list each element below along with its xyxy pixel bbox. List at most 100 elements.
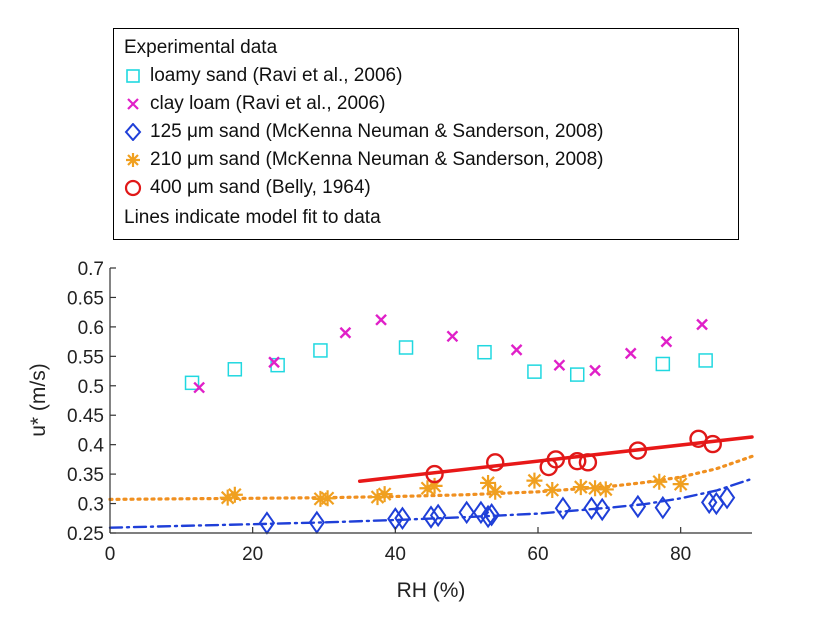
diamond-marker-icon <box>124 123 142 141</box>
data-point-circle <box>486 453 505 472</box>
fit-line-dotted <box>108 454 754 501</box>
data-point-asterisk <box>572 479 589 496</box>
data-point-asterisk <box>480 474 497 491</box>
data-point-asterisk <box>651 473 668 490</box>
data-point-asterisk <box>426 477 443 494</box>
x-marker-icon <box>124 95 142 113</box>
data-point-square <box>227 362 243 377</box>
fit-line-dashdot <box>108 477 754 529</box>
data-point-diamond <box>554 496 572 521</box>
data-point-asterisk <box>544 482 561 499</box>
data-point-x <box>624 347 637 360</box>
x-axis-title: RH (%) <box>397 579 466 602</box>
data-point-asterisk <box>376 486 393 503</box>
y-tick-label: 0.5 <box>78 377 104 398</box>
y-axis-title: u* (m/s) <box>27 363 50 437</box>
data-point-asterisk <box>319 490 336 507</box>
y-tick-label: 0.65 <box>67 288 104 309</box>
legend-item-125um-sand: 125 μm sand (McKenna Neuman & Sanderson,… <box>124 120 604 144</box>
data-point-asterisk <box>587 480 604 497</box>
data-point-x <box>446 330 459 343</box>
data-point-square <box>655 356 671 372</box>
y-tick-label: 0.35 <box>67 465 104 486</box>
y-tick-label: 0.4 <box>78 436 105 457</box>
fit-line-solid <box>357 435 754 483</box>
data-point-diamond <box>583 496 600 521</box>
data-point-asterisk <box>526 472 543 489</box>
data-point-diamond <box>479 504 497 529</box>
legend-item-label: 125 μm sand (McKenna Neuman & Sanderson,… <box>150 121 604 142</box>
legend-header: Experimental data <box>124 36 277 60</box>
legend-item-clay-loam: clay loam (Ravi et al., 2006) <box>124 92 386 116</box>
data-point-x <box>696 318 708 331</box>
x-tick-label: 60 <box>527 544 548 565</box>
data-point-diamond <box>483 503 500 527</box>
data-point-asterisk <box>419 480 436 497</box>
data-point-x <box>589 364 601 377</box>
data-point-asterisk <box>226 486 243 503</box>
legend: Experimental data loamy sand (Ravi et al… <box>113 28 739 240</box>
y-tick-label: 0.3 <box>78 495 104 516</box>
y-tick-label: 0.7 <box>78 259 104 280</box>
data-point-square <box>184 375 200 391</box>
square-marker-icon <box>124 67 142 85</box>
legend-item-label: 400 μm sand (Belly, 1964) <box>150 177 371 198</box>
data-point-asterisk <box>487 483 504 500</box>
data-point-square <box>477 344 492 360</box>
x-tick-label: 0 <box>105 544 116 565</box>
x-tick-label: 80 <box>670 544 691 565</box>
data-point-asterisk <box>369 489 386 506</box>
legend-item-label: clay loam (Ravi et al., 2006) <box>150 93 386 114</box>
data-point-diamond <box>700 490 718 515</box>
data-point-x <box>268 356 280 369</box>
y-tick-label: 0.25 <box>67 524 104 545</box>
data-point-x <box>510 344 523 356</box>
data-point-x <box>375 313 387 326</box>
data-point-circle <box>568 451 587 471</box>
legend-item-loamy-sand: loamy sand (Ravi et al., 2006) <box>124 64 402 88</box>
legend-header-text: Experimental data <box>124 37 278 58</box>
data-point-diamond <box>422 505 440 529</box>
data-point-asterisk <box>672 476 689 493</box>
data-point-diamond <box>593 497 611 522</box>
data-point-circle <box>628 441 648 460</box>
data-point-circle <box>703 434 722 454</box>
data-point-circle <box>578 453 598 472</box>
legend-footer-text: Lines indicate model fit to data <box>124 207 381 228</box>
data-point-diamond <box>458 500 475 525</box>
data-point-x <box>660 335 673 348</box>
legend-item-label: 210 μm sand (McKenna Neuman & Sanderson,… <box>150 149 604 170</box>
data-point-x <box>553 359 566 372</box>
y-tick-label: 0.45 <box>67 406 104 427</box>
data-point-x <box>339 326 352 339</box>
data-point-diamond <box>629 494 647 519</box>
data-point-square <box>398 340 414 355</box>
circle-marker-icon <box>124 179 142 197</box>
data-point-diamond <box>394 506 411 531</box>
legend-item-210um-sand: 210 μm sand (McKenna Neuman & Sanderson,… <box>124 148 604 172</box>
x-tick-label: 20 <box>242 544 263 565</box>
data-point-square <box>569 367 585 382</box>
y-tick-label: 0.6 <box>78 318 104 339</box>
data-point-circle <box>546 450 566 469</box>
data-point-square <box>698 353 713 368</box>
y-tick-label: 0.55 <box>67 347 104 368</box>
data-point-square <box>313 343 328 358</box>
data-point-diamond <box>718 485 736 510</box>
axes: RH (%) u* (m/s) <box>27 268 752 602</box>
data-point-diamond <box>429 503 447 528</box>
data-point-circle <box>425 464 444 484</box>
plot-area <box>108 313 754 535</box>
x-tick-label: 40 <box>385 544 406 565</box>
data-point-asterisk <box>219 489 236 506</box>
data-point-asterisk <box>597 481 614 498</box>
legend-item-label: loamy sand (Ravi et al., 2006) <box>150 65 403 86</box>
data-point-square <box>527 364 542 379</box>
asterisk-marker-icon <box>124 151 142 169</box>
legend-footer: Lines indicate model fit to data <box>124 206 381 230</box>
data-point-diamond <box>654 495 672 520</box>
ticks: 0 20 40 60 80 0.25 0.3 0.35 0.4 0.45 0.5 0.55 0.6 0.6… <box>67 259 691 565</box>
legend-item-400um-sand: 400 μm sand (Belly, 1964) <box>124 176 371 200</box>
data-point-x <box>193 381 206 394</box>
